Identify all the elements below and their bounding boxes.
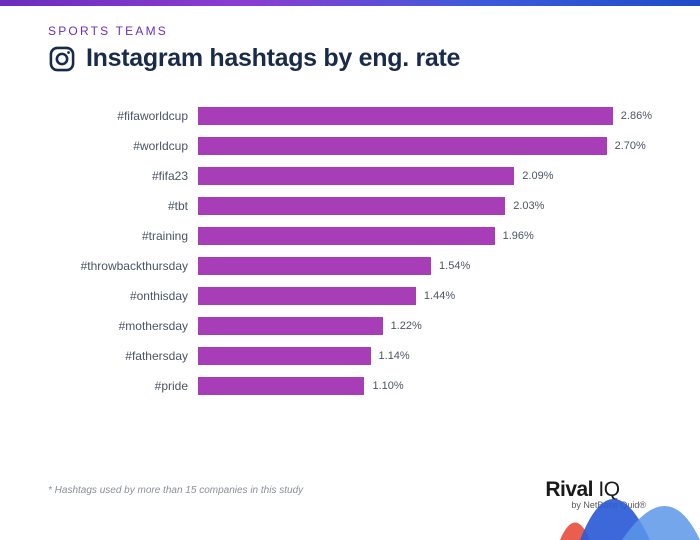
bar [198, 107, 613, 125]
bar-area: 2.86% [198, 107, 652, 125]
bar-area: 1.22% [198, 317, 652, 335]
bar-row: #onthisday 1.44% [52, 283, 652, 309]
bar-area: 1.10% [198, 377, 652, 395]
bar-row: #training 1.96% [52, 223, 652, 249]
chart-title: Instagram hashtags by eng. rate [86, 44, 460, 73]
bar-label: #tbt [52, 199, 198, 213]
bar [198, 317, 383, 335]
footnote: * Hashtags used by more than 15 companie… [48, 485, 303, 496]
bar [198, 377, 364, 395]
content-area: SPORTS TEAMS Instagram hashtags by eng. … [0, 6, 700, 399]
bar-value: 2.09% [522, 170, 553, 182]
bar-label: #fifaworldcup [52, 109, 198, 123]
bar-value: 1.54% [439, 260, 470, 272]
bar-row: #pride 1.10% [52, 373, 652, 399]
bar-value: 2.03% [513, 200, 544, 212]
bar-label: #fathersday [52, 349, 198, 363]
bar-area: 2.09% [198, 167, 652, 185]
bar [198, 347, 371, 365]
bar-label: #worldcup [52, 139, 198, 153]
bar [198, 287, 416, 305]
bar-area: 1.96% [198, 227, 652, 245]
bar-label: #mothersday [52, 319, 198, 333]
category-label: SPORTS TEAMS [48, 24, 652, 38]
bar-area: 1.44% [198, 287, 652, 305]
bar-area: 2.03% [198, 197, 652, 215]
bar-row: #fifa23 2.09% [52, 163, 652, 189]
bar-value: 1.14% [379, 350, 410, 362]
bar-value: 1.96% [503, 230, 534, 242]
bar-label: #training [52, 229, 198, 243]
instagram-icon [48, 45, 76, 73]
bar-label: #pride [52, 379, 198, 393]
bar [198, 197, 505, 215]
bar-value: 1.10% [372, 380, 403, 392]
bar-value: 2.70% [615, 140, 646, 152]
bar-row: #throwbackthursday 1.54% [52, 253, 652, 279]
bar-value: 1.22% [391, 320, 422, 332]
bar-row: #fathersday 1.14% [52, 343, 652, 369]
bar-area: 1.14% [198, 347, 652, 365]
bar-label: #onthisday [52, 289, 198, 303]
bar-label: #throwbackthursday [52, 259, 198, 273]
bar [198, 137, 607, 155]
bar-area: 2.70% [198, 137, 652, 155]
bar [198, 167, 514, 185]
bar-value: 2.86% [621, 110, 652, 122]
bar-label: #fifa23 [52, 169, 198, 183]
bar-value: 1.44% [424, 290, 455, 302]
logo-text: Rival IQ [545, 478, 646, 502]
bar-chart: #fifaworldcup 2.86% #worldcup 2.70% #fifa23 2… [48, 103, 652, 399]
bar [198, 257, 431, 275]
bar-row: #mothersday 1.22% [52, 313, 652, 339]
bar-row: #tbt 2.03% [52, 193, 652, 219]
bar-area: 1.54% [198, 257, 652, 275]
bar [198, 227, 495, 245]
brand-logo: Rival IQ by NetBase Quid® [545, 478, 646, 510]
title-row: Instagram hashtags by eng. rate [48, 44, 652, 73]
bar-row: #worldcup 2.70% [52, 133, 652, 159]
bar-row: #fifaworldcup 2.86% [52, 103, 652, 129]
